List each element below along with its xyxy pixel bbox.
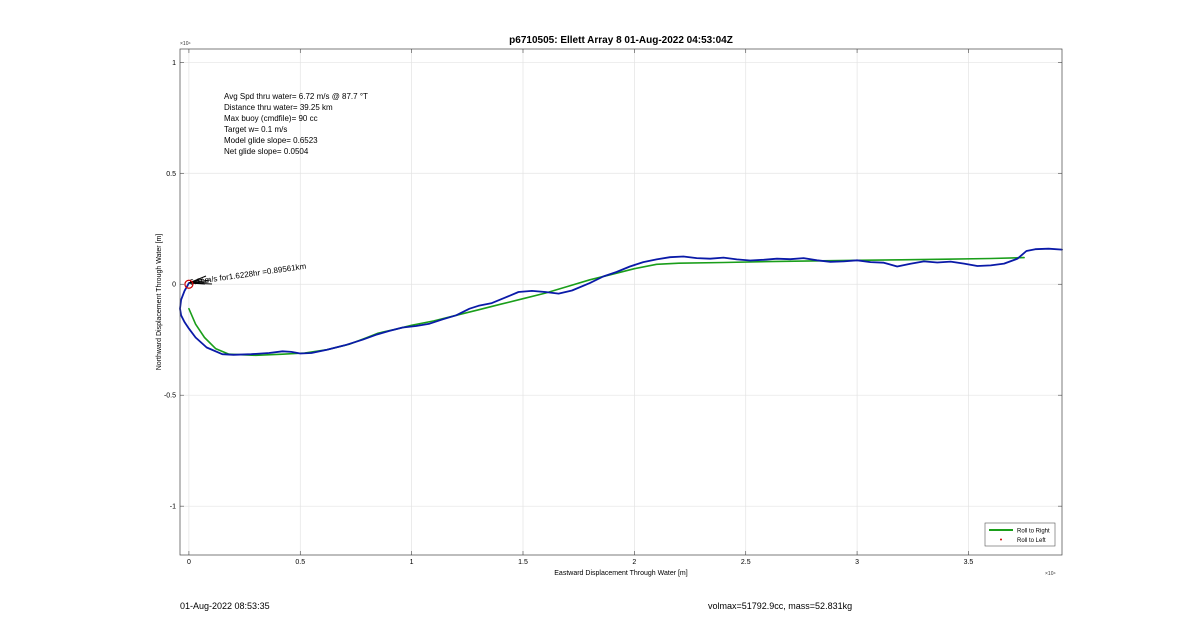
y-tick-label: -1: [170, 504, 176, 511]
roll-right-track: [188, 256, 1025, 357]
x-tick-label: 2.5: [741, 559, 751, 566]
footer-volmass: volmax=51792.9cc, mass=52.831kg: [708, 601, 853, 611]
y-tick-label: 0: [172, 282, 176, 289]
annotation-line: Model glide slope= 0.6523: [224, 136, 318, 145]
stats-annotation: Avg Spd thru water= 6.72 m/s @ 87.7 °T D…: [224, 92, 368, 156]
axes-frame: [179, 48, 1063, 556]
annotation-line: Avg Spd thru water= 6.72 m/s @ 87.7 °T: [224, 92, 368, 101]
x-ticks: 0 0.5 1 1.5 2 2.5 3 3.5: [187, 49, 973, 566]
y-tick-label: -0.5: [164, 393, 176, 400]
plot-area: [180, 49, 1062, 555]
legend: Roll to Right Roll to Left: [984, 522, 1056, 547]
y-ticks: -1 -0.5 0 0.5 1: [164, 60, 1062, 511]
grid: [180, 49, 1062, 555]
annotation-line: Distance thru water= 39.25 km: [224, 103, 333, 112]
glider-track: [179, 247, 1063, 356]
legend-roll-left-label: Roll to Left: [1017, 538, 1046, 544]
annotation-line: Net glide slope= 0.0504: [224, 147, 309, 156]
start-marker: [184, 279, 194, 289]
start-position-circle: [184, 279, 194, 289]
x-tick-label: 1.5: [518, 559, 528, 566]
y-axis-label: Northward Displacement Through Water [m]: [156, 234, 163, 371]
axes-box: [179, 48, 1063, 556]
legend-roll-right-label: Roll to Right: [1017, 529, 1050, 535]
x-tick-label: 3: [855, 559, 859, 566]
x-axis-label: Eastward Displacement Through Water [m]: [554, 570, 687, 577]
legend-box: [984, 522, 1056, 547]
annotation-line: Max buoy (cmdfile)= 90 cc: [224, 114, 318, 123]
plot-lines: [179, 247, 1063, 357]
chart-title: p6710505: Ellett Array 8 01-Aug-2022 04:…: [509, 35, 733, 46]
x-tick-label: 0.5: [295, 559, 305, 566]
x-axis-exponent: ×10⁴: [1045, 571, 1056, 577]
y-tick-label: 1: [172, 60, 176, 67]
y-tick-label: 0.5: [166, 171, 176, 178]
y-axis-exponent: ×10⁴: [180, 41, 191, 47]
annotation-line: Target w= 0.1 m/s: [224, 125, 287, 134]
x-tick-label: 1: [410, 559, 414, 566]
x-tick-label: 0: [187, 559, 191, 566]
legend-roll-left-swatch: [1000, 538, 1002, 541]
x-tick-label: 2: [632, 559, 636, 566]
figure: 0 0.5 1 1.5 2 2.5 3 3.5 -1 -0.5 0 0.5 1 p6710505: E…: [156, 35, 1063, 577]
footer-timestamp: 01-Aug-2022 08:53:35: [180, 601, 270, 611]
x-tick-label: 3.5: [964, 559, 974, 566]
